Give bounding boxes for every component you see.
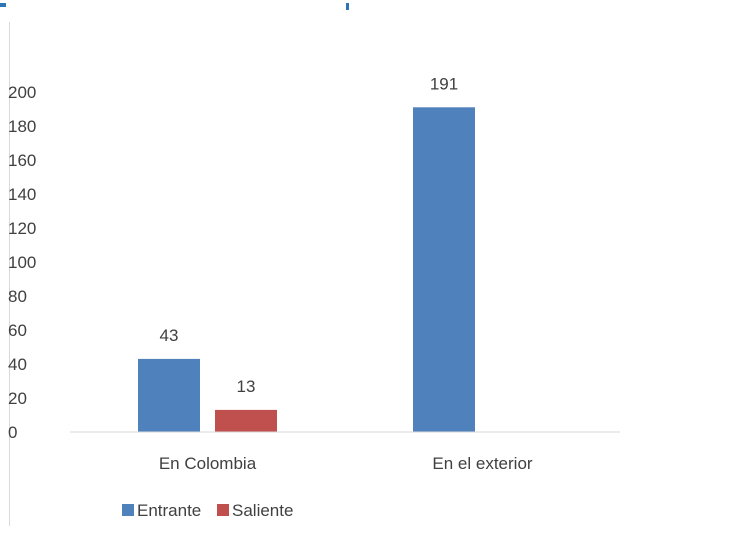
cropped-title-strip [0,0,752,10]
y-tick-label: 40 [8,355,27,374]
y-tick-label: 0 [8,423,17,442]
y-tick-label: 60 [8,321,27,340]
category-label: En Colombia [159,454,257,473]
legend: Entrante Saliente [122,501,293,520]
y-tick-label: 180 [8,117,36,136]
cropped-title-fragments [0,3,349,10]
title-fragment-right [346,3,349,10]
bar-entrante [138,358,200,432]
legend-swatch-saliente [217,504,229,516]
category-labels: En Colombia En el exterior [159,454,533,473]
bar-entrante [413,107,475,433]
y-tick-label: 200 [8,83,36,102]
data-label: 43 [160,326,179,345]
legend-label: Saliente [232,501,293,520]
y-tick-label: 20 [8,389,27,408]
data-labels: 43 13 191 [160,74,459,396]
y-tick-label: 160 [8,151,36,170]
bar-saliente [215,409,277,432]
bars [138,107,475,433]
y-tick-label: 100 [8,253,36,272]
y-tick-label: 80 [8,287,27,306]
legend-label: Entrante [137,501,201,520]
legend-swatch-entrante [122,504,134,516]
y-axis: 0 20 40 60 80 100 120 140 160 180 200 [8,83,36,442]
data-label: 13 [237,377,256,396]
y-tick-label: 140 [8,185,36,204]
title-fragment-left [0,3,6,7]
data-label: 191 [430,74,458,93]
chart-frame-left-border [9,22,10,526]
y-tick-label: 120 [8,219,36,238]
category-label: En el exterior [432,454,532,473]
